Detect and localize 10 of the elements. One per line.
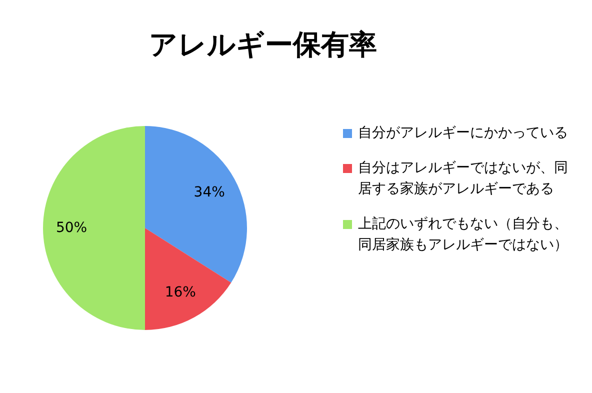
legend-label: 自分はアレルギーではないが、同居する家族がアレルギーである <box>358 159 569 199</box>
pie-slice <box>43 126 145 330</box>
legend-label: 自分がアレルギーにかかっている <box>358 124 568 143</box>
legend-label: 上記のいずれでもない（自分も、同居家族もアレルギーではない） <box>358 215 569 255</box>
pie-slice <box>145 126 247 283</box>
chart-title: アレルギー保有率 <box>148 27 378 63</box>
data-label: 50% <box>56 220 88 236</box>
pie-slice <box>145 228 232 330</box>
data-label: 34% <box>194 184 225 201</box>
data-label: 16% <box>164 284 196 300</box>
